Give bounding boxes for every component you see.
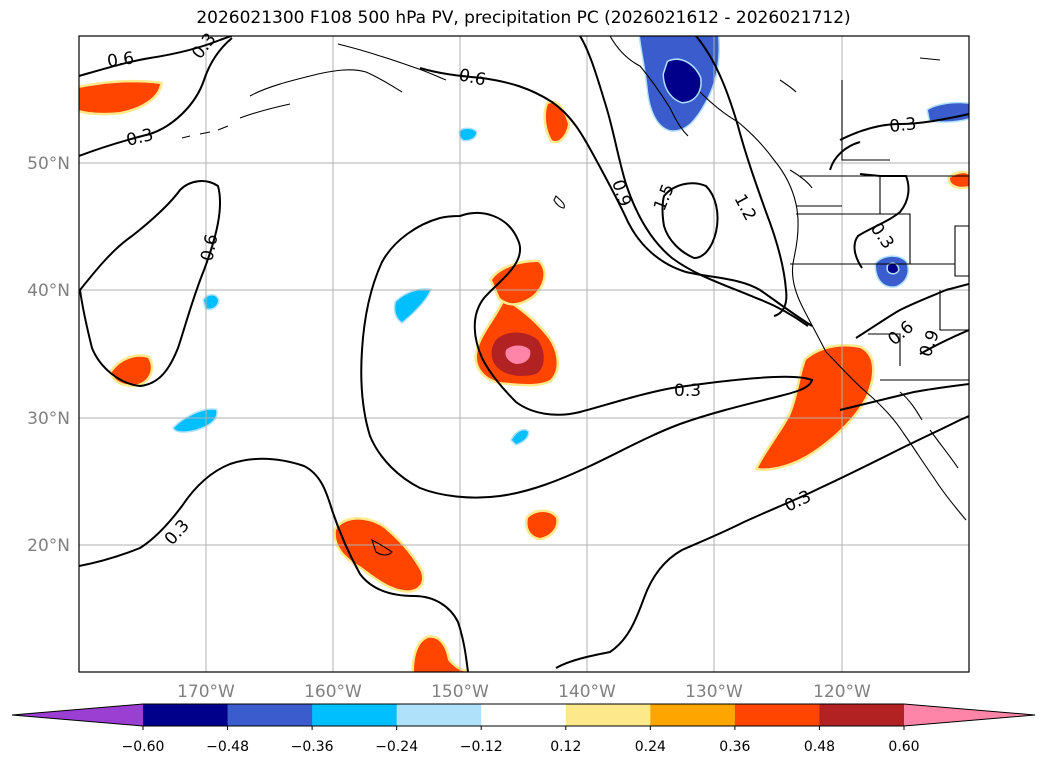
pv-contour-0.6-arc	[419, 67, 813, 327]
contour-label: 0.9	[916, 327, 944, 359]
pv-contour-0.3-se-east	[839, 383, 969, 411]
precip-patch-central-north	[489, 259, 546, 306]
precip-neg-bc-core	[662, 58, 702, 104]
contour-label: 0.3	[161, 516, 194, 549]
pv-contour-0.6-east	[855, 283, 969, 339]
precip-patch-hawaii	[333, 517, 425, 593]
colorbar-swatch	[481, 704, 567, 726]
contour-label: 0.6	[106, 48, 136, 72]
lat-label: 40°N	[27, 281, 70, 301]
lat-label: 50°N	[27, 154, 70, 174]
contour-label: 0.3	[888, 114, 917, 137]
colorbar-swatch	[396, 704, 482, 726]
precip-neg-west-mid	[393, 288, 433, 324]
pv-contour-0.3-north	[79, 37, 233, 157]
lon-label: 170°W	[177, 682, 235, 702]
pv-contour-0.3-south	[79, 457, 469, 672]
colorbar-tick-label: −0.12	[460, 739, 503, 755]
map-title: 2026021300 F108 500 hPa PV, precipitatio…	[196, 8, 851, 28]
pv-contour-1.5	[661, 182, 719, 260]
precip-patch-gulf	[543, 100, 571, 144]
map-panel	[79, 36, 969, 672]
precip-positive-fills	[79, 79, 969, 672]
precip-patch-west-coast-north	[79, 79, 163, 116]
colorbar-extend-min	[12, 704, 143, 726]
colorbar-swatch	[819, 704, 905, 726]
precip-neg-west-small-1	[172, 408, 218, 433]
colorbar-swatch	[227, 704, 313, 726]
pv-contour-0.3-east	[839, 113, 969, 141]
colorbar-swatch	[734, 704, 820, 726]
contour-label: 0.3	[866, 219, 898, 253]
pv-contour-0.9-east	[919, 329, 969, 355]
contour-label: 1.5	[650, 181, 679, 214]
pv-contour-0.6-north	[79, 36, 233, 77]
pv-contour-0.9	[579, 36, 809, 327]
contour-label: 0.3	[188, 29, 220, 63]
pv-contour-0.6-west-loop	[79, 180, 221, 388]
precip-neg-nevada-core	[886, 262, 900, 275]
latitude-labels: 50°N 40°N 30°N 20°N	[27, 154, 70, 556]
colorbar-tick-label: 0.36	[719, 739, 750, 755]
colorbar-tick-label: 0.60	[888, 739, 919, 755]
lon-label: 160°W	[304, 682, 362, 702]
precip-patch-east-edge	[947, 170, 969, 190]
pv-contour-0.3-east-2	[829, 141, 910, 269]
colorbar-extend-max	[904, 704, 1035, 726]
lon-label: 120°W	[813, 682, 871, 702]
colorbar-swatch	[650, 704, 736, 726]
colorbar-tick-label: 0.48	[804, 739, 835, 755]
contour-label: 0.3	[781, 487, 814, 517]
contour-label: 0.3	[674, 381, 701, 401]
lat-label: 30°N	[27, 409, 70, 429]
contour-label: 0.6	[457, 65, 488, 90]
pv-contour-1.2	[695, 36, 788, 317]
colorbar-tick-label: −0.48	[206, 739, 249, 755]
colorbar-swatch	[312, 704, 398, 726]
lon-label: 140°W	[558, 682, 616, 702]
colorbar-tick-label: −0.60	[122, 739, 165, 755]
precip-negative-fills	[172, 36, 969, 446]
contour-label: 0.6	[884, 317, 918, 350]
colorbar-swatch	[143, 704, 229, 726]
colorbar-tick-label: −0.36	[291, 739, 334, 755]
map-frame	[78, 35, 970, 673]
precip-patch-west-small	[109, 354, 154, 387]
precip-patch-california	[754, 344, 875, 471]
pv-contour-0.3-southeast	[555, 415, 969, 669]
colorbar-tick-label: 0.24	[635, 739, 666, 755]
pv-contours	[79, 36, 969, 672]
lat-label: 20°N	[27, 536, 70, 556]
lon-label: 150°W	[431, 682, 489, 702]
precip-max-central	[505, 345, 531, 364]
contour-label: 1.2	[730, 191, 760, 224]
precip-neg-gulf	[458, 127, 478, 142]
contour-label: 0.6	[197, 232, 222, 263]
precip-patch-south	[525, 509, 559, 541]
longitude-labels: 170°W 160°W 150°W 140°W 130°W 120°W	[177, 682, 871, 702]
coastlines	[181, 36, 969, 556]
contour-label: 0.9	[607, 177, 634, 209]
precip-neg-south	[510, 428, 530, 446]
lon-label: 130°W	[685, 682, 743, 702]
pv-contour-0.3-central-loop	[360, 212, 814, 499]
colorbar: −0.60 −0.48 −0.36 −0.24 −0.12 0.12 0.24 0.36 0.4…	[11, 703, 1036, 755]
colorbar-tick-label: 0.12	[550, 739, 581, 755]
precip-neg-west-small-2	[202, 294, 220, 310]
colorbar-swatch	[565, 704, 651, 726]
contour-label: 0.3	[124, 125, 155, 151]
colorbar-tick-label: −0.24	[375, 739, 418, 755]
